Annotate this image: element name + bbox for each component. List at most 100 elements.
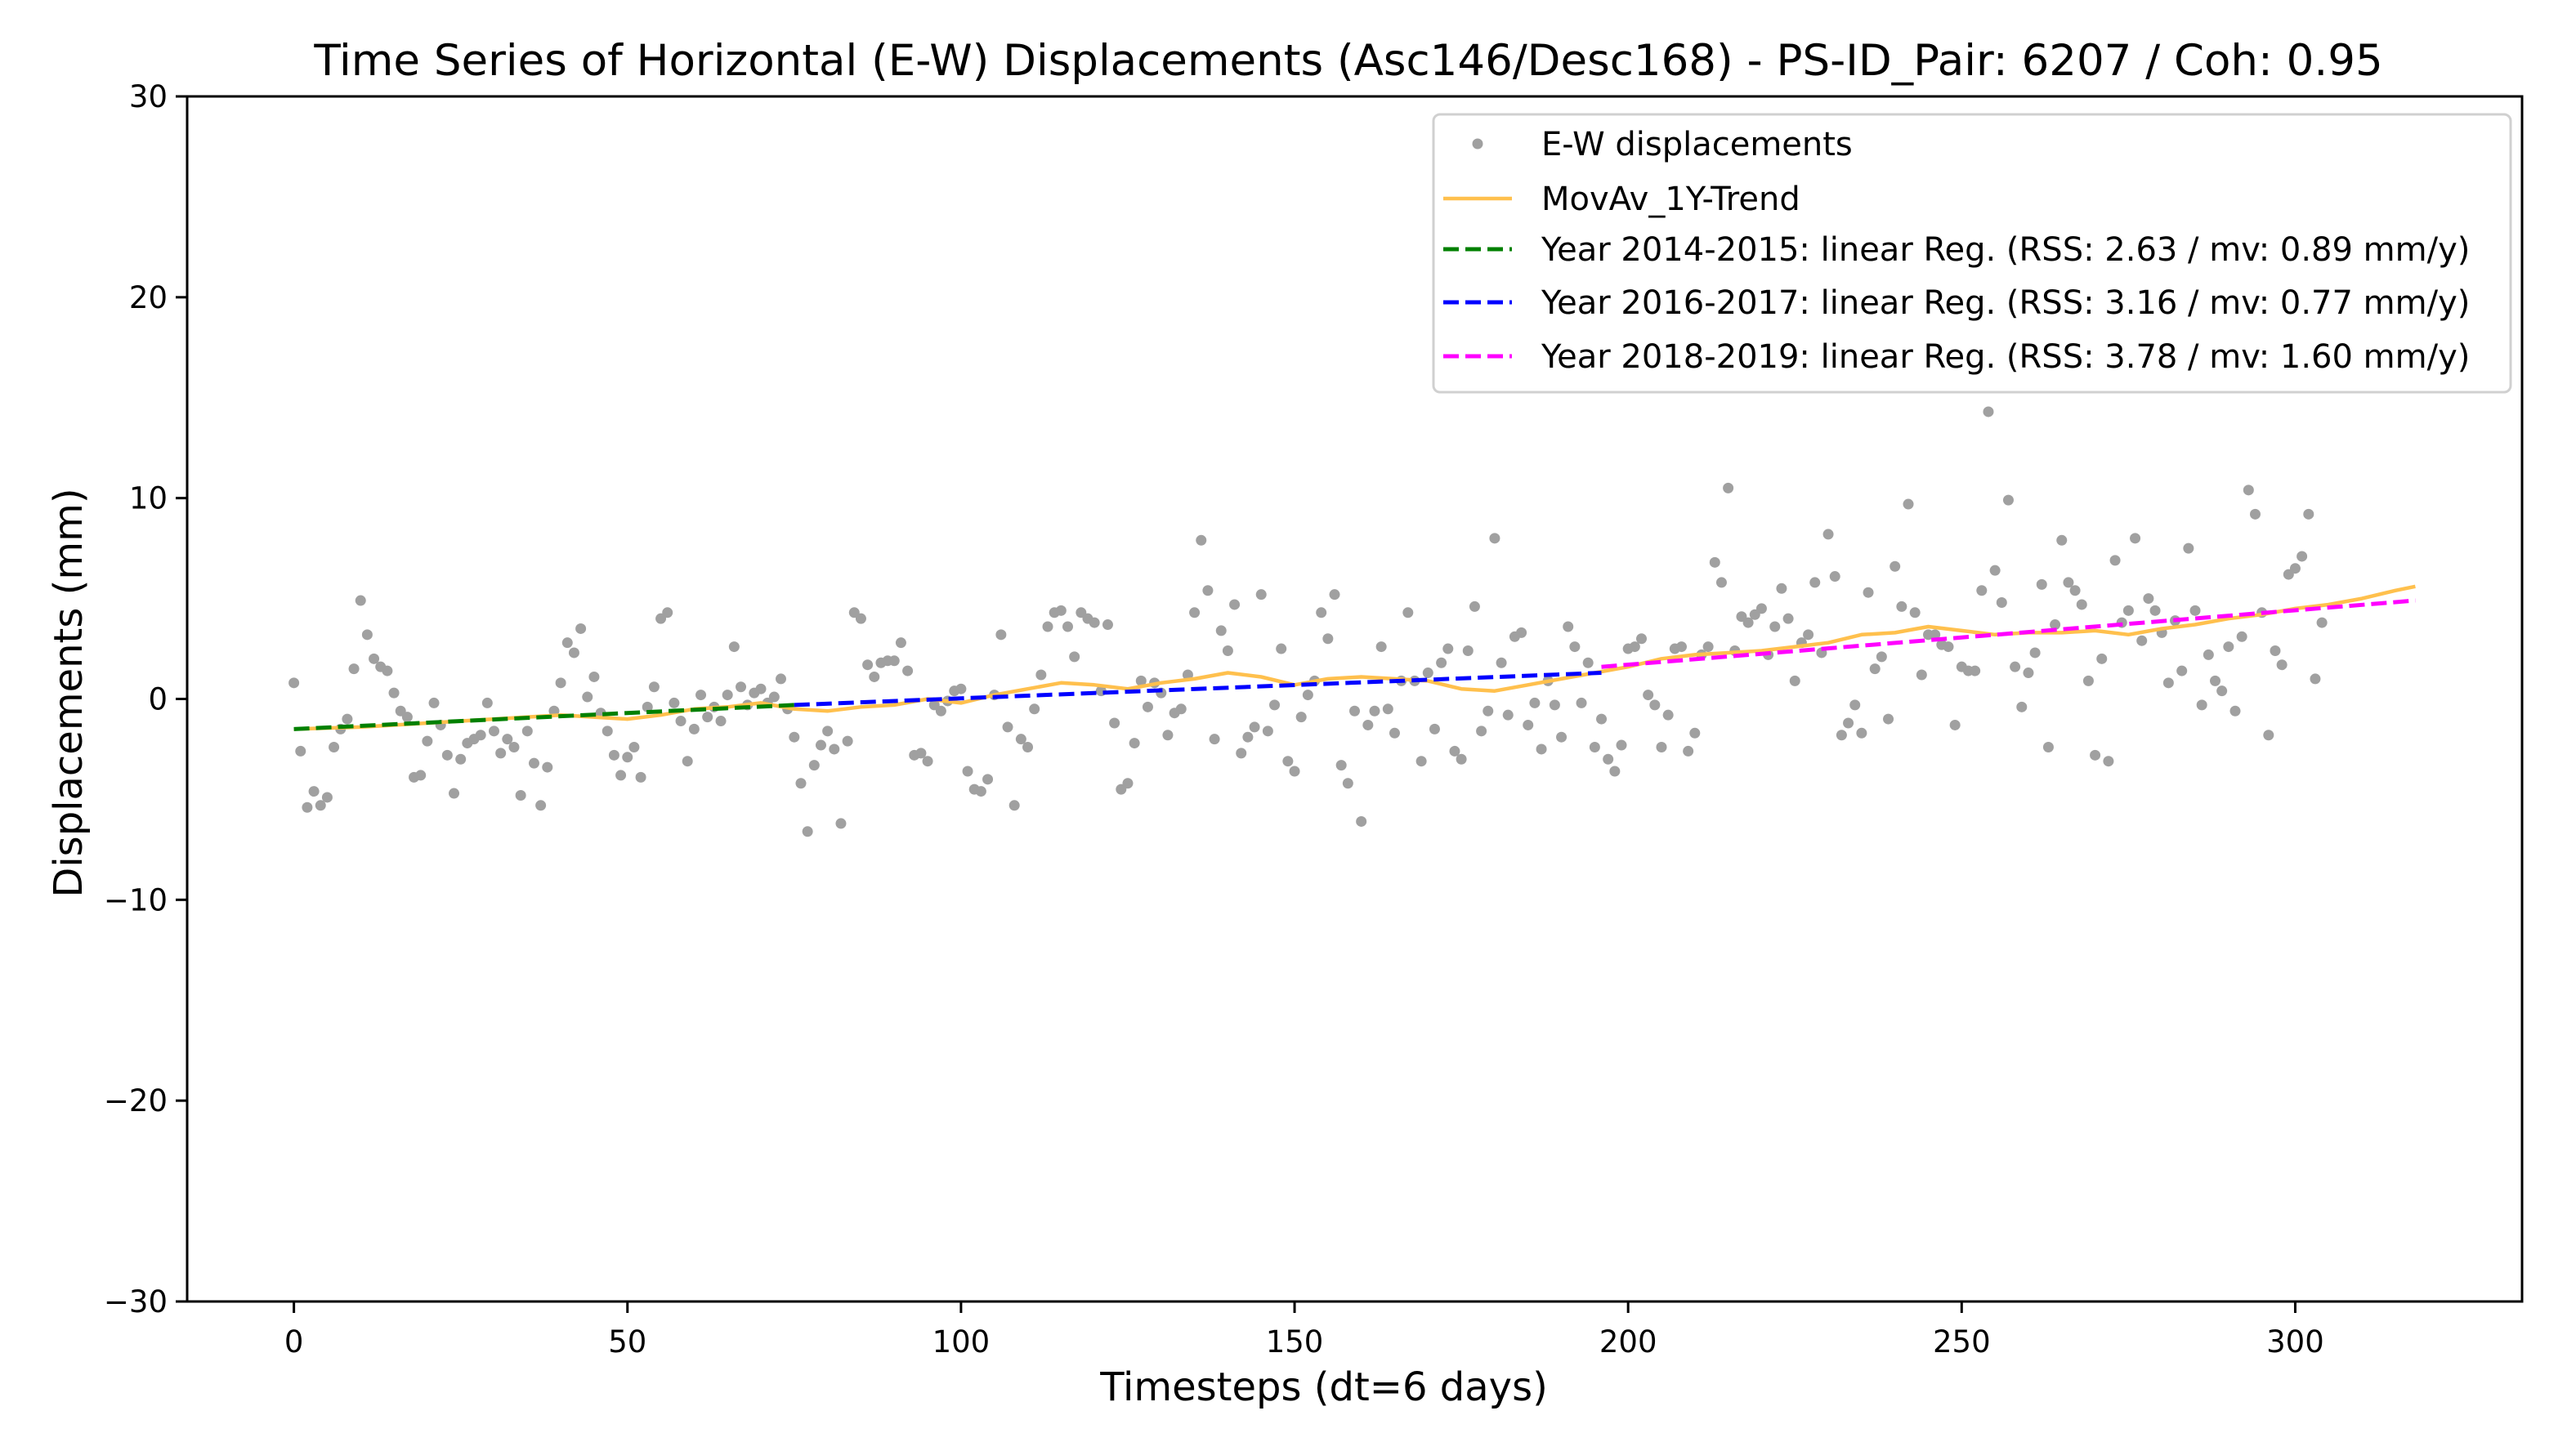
plot-area — [186, 95, 2524, 1303]
data-point — [1502, 709, 1514, 721]
data-point — [401, 712, 413, 723]
data-point — [2223, 641, 2234, 653]
x-tick-label: 300 — [2266, 1324, 2324, 1359]
data-point — [1723, 482, 1734, 493]
data-point — [2056, 534, 2068, 546]
data-point — [688, 723, 700, 734]
data-point — [2263, 730, 2274, 741]
data-point — [1295, 712, 1307, 723]
data-point — [2176, 665, 2188, 676]
legend-entries: E-W displacements MovAv_1Y-Trend Year 2014… — [1443, 126, 2470, 376]
x-tick-label: 250 — [1933, 1324, 1991, 1359]
y-tick-label: 0 — [148, 682, 168, 717]
data-point — [2162, 677, 2174, 689]
data-point — [2310, 673, 2321, 685]
x-axis-label: Timesteps (dt=6 days) — [1099, 1364, 1548, 1410]
data-point — [1709, 556, 1720, 568]
data-point — [1196, 534, 1207, 546]
data-point — [1576, 697, 1587, 708]
data-point — [2183, 542, 2194, 554]
data-point — [1282, 756, 1294, 767]
data-point — [982, 774, 994, 785]
data-point — [1890, 560, 1901, 572]
data-point — [1476, 726, 1487, 737]
data-point — [1983, 406, 1994, 417]
data-point — [2249, 508, 2261, 520]
data-point — [1782, 613, 1794, 624]
data-point — [736, 681, 747, 693]
data-point — [1496, 657, 1507, 668]
data-point — [1442, 643, 1454, 654]
data-point — [568, 647, 579, 659]
regression-line — [293, 703, 794, 731]
data-point — [455, 753, 467, 765]
y-tick-label: 10 — [129, 481, 168, 516]
legend-label: E-W displacements — [1541, 126, 1853, 163]
data-point — [1069, 651, 1080, 663]
data-point — [1209, 734, 1220, 745]
data-point — [1102, 619, 1113, 631]
data-point — [1356, 815, 1367, 827]
data-point — [1422, 667, 1433, 679]
data-point — [1456, 753, 1467, 765]
data-point — [588, 671, 600, 682]
data-point — [2090, 749, 2101, 761]
data-point — [415, 770, 427, 781]
data-point — [615, 770, 627, 781]
data-point — [862, 659, 874, 671]
data-point — [935, 705, 946, 717]
data-point — [1255, 589, 1267, 600]
data-point — [428, 697, 440, 708]
data-point — [1329, 589, 1340, 600]
trend-line — [293, 584, 2416, 731]
data-point — [2303, 508, 2314, 520]
data-point — [895, 637, 906, 649]
data-point — [608, 749, 619, 761]
data-point — [342, 713, 353, 725]
data-point — [2210, 675, 2221, 686]
data-point — [1896, 600, 1907, 612]
data-point — [535, 800, 547, 811]
data-point — [2103, 756, 2114, 767]
data-point — [1002, 721, 1013, 733]
data-point — [829, 743, 840, 755]
data-point — [695, 690, 707, 701]
data-point — [1415, 756, 1427, 767]
data-point — [1142, 701, 1153, 712]
data-point — [855, 613, 866, 624]
data-point — [1035, 669, 1047, 681]
data-point — [1662, 709, 1674, 721]
data-point — [1516, 627, 1527, 638]
data-point — [1042, 621, 1053, 632]
regression-line — [794, 671, 1602, 708]
data-point — [295, 745, 306, 757]
data-point — [561, 637, 573, 649]
data-point — [2270, 645, 2281, 656]
data-point — [1949, 719, 1961, 730]
data-point — [2109, 555, 2121, 566]
data-point — [2076, 599, 2087, 610]
data-point — [2002, 494, 2014, 506]
data-point — [1776, 583, 1787, 594]
legend-label: Year 2016-2017: linear Reg. (RSS: 3.16 /… — [1541, 284, 2470, 322]
legend-label: Year 2018-2019: linear Reg. (RSS: 3.78 /… — [1541, 338, 2470, 376]
data-point — [1483, 705, 1494, 717]
data-point — [302, 801, 313, 813]
data-point — [2010, 661, 2021, 672]
chart-title: Time Series of Horizontal (E-W) Displace… — [313, 36, 2382, 86]
data-point — [835, 818, 847, 829]
data-point — [1062, 621, 1073, 632]
data-point — [1742, 617, 1754, 628]
data-point — [995, 629, 1007, 641]
data-point — [1122, 778, 1134, 789]
data-point — [1836, 730, 1847, 741]
data-point — [2316, 617, 2328, 628]
data-point — [1656, 742, 1667, 752]
data-point — [1769, 621, 1781, 632]
data-point — [1529, 697, 1541, 708]
data-point — [1462, 645, 1474, 656]
data-point — [2236, 631, 2247, 642]
data-point — [1202, 585, 1214, 596]
data-point — [2069, 585, 2081, 596]
data-point — [441, 749, 453, 761]
